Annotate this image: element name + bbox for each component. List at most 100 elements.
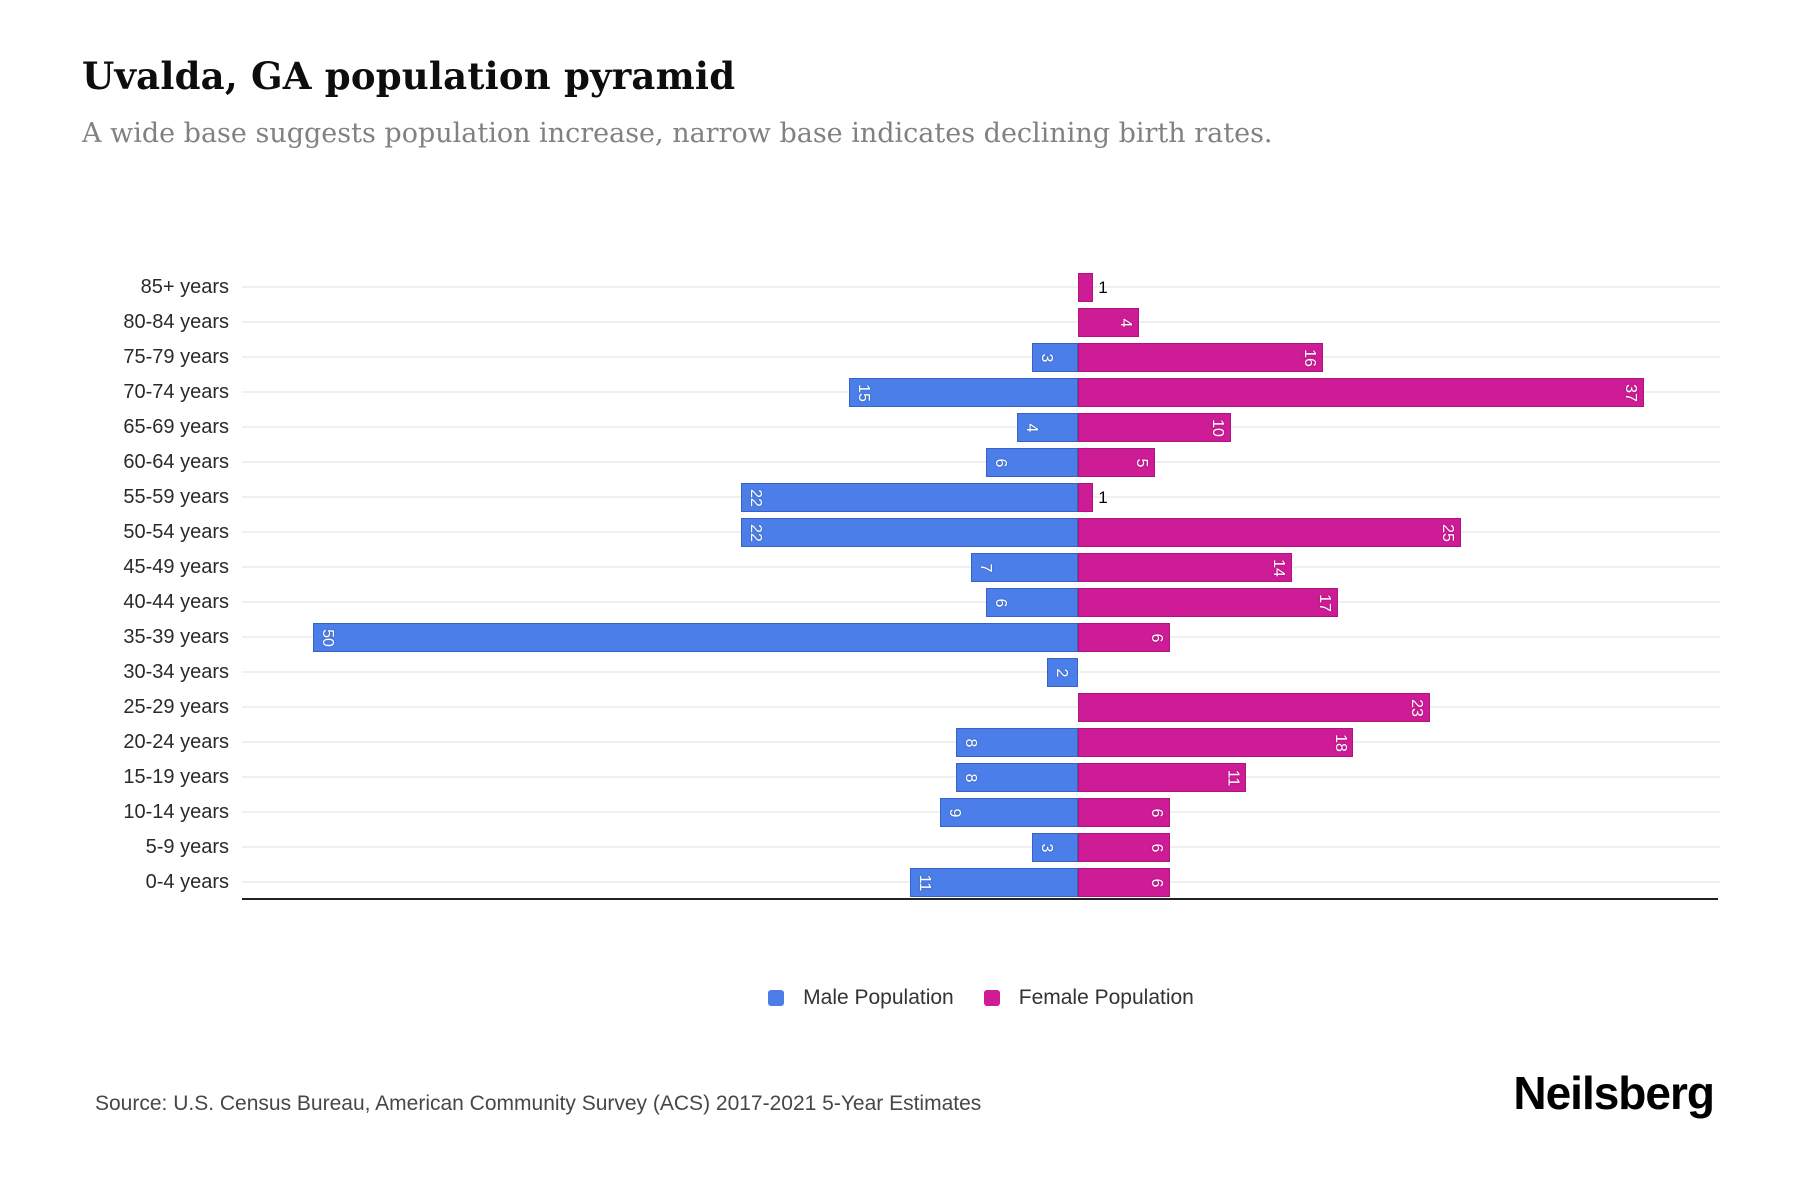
row-plot-cell: 3 16	[242, 340, 1720, 375]
bar-value-label: 6	[1147, 843, 1165, 852]
female-bar-15-19-years: 11	[1078, 763, 1247, 792]
age-group-label: 45-49 years	[123, 556, 229, 578]
neilsberg-logo: Neilsberg	[1513, 1067, 1715, 1119]
bar-value-label: 8	[961, 773, 979, 782]
bar-value-label: 16	[1300, 348, 1318, 367]
age-group-label: 35-39 years	[123, 626, 229, 648]
legend-male-label: Male Population	[803, 986, 954, 1009]
bar-value-label: 9	[946, 808, 964, 817]
bar-value-label: 3	[1038, 353, 1056, 362]
female-bar-25-29-years: 23	[1078, 693, 1430, 722]
legend-item-male: Male Population	[768, 986, 954, 1010]
bar-value-label: 1	[1098, 487, 1108, 507]
age-group-label: 50-54 years	[123, 521, 229, 543]
row-plot-cell: 8 11	[242, 760, 1720, 795]
pyramid-row: 0-4 years 11 6	[0, 865, 1720, 900]
age-group-label: 15-19 years	[123, 766, 229, 788]
female-bar-45-49-years: 14	[1078, 553, 1293, 582]
bar-value-label: 1	[1098, 277, 1108, 297]
pyramid-row: 85+ years 1	[0, 270, 1720, 305]
row-plot-cell: 1	[242, 270, 1720, 305]
bar-value-label: 4	[1022, 423, 1040, 432]
row-plot-cell: 7 14	[242, 550, 1720, 585]
chart-subtitle: A wide base suggests population increase…	[82, 118, 1273, 149]
pyramid-row: 5-9 years 3 6	[0, 830, 1720, 865]
pyramid-row: 30-34 years 2	[0, 655, 1720, 690]
pyramid-row: 15-19 years 8 11	[0, 760, 1720, 795]
age-group-label: 20-24 years	[123, 731, 229, 753]
gridline	[242, 671, 1720, 673]
bar-value-label: 6	[1147, 633, 1165, 642]
pyramid-row: 75-79 years 3 16	[0, 340, 1720, 375]
female-bar-85+-years: 1	[1078, 273, 1108, 302]
bar-value-label: 2	[1053, 668, 1071, 677]
bar-value-label: 11	[915, 874, 933, 891]
male-bar-55-59-years: 22	[741, 483, 1078, 512]
pyramid-row: 35-39 years 50 6	[0, 620, 1720, 655]
pyramid-row: 70-74 years 15 37	[0, 375, 1720, 410]
female-bar-70-74-years: 37	[1078, 378, 1645, 407]
male-bar-50-54-years: 22	[741, 518, 1078, 547]
age-group-label: 40-44 years	[123, 591, 229, 613]
bar-value-label: 17	[1316, 593, 1334, 612]
bar-value-label: 14	[1270, 558, 1288, 577]
pyramid-row: 10-14 years 9 6	[0, 795, 1720, 830]
bar-value-label: 37	[1622, 383, 1640, 402]
male-bar-70-74-years: 15	[848, 378, 1078, 407]
female-bar-35-39-years: 6	[1078, 623, 1170, 652]
female-bar-40-44-years: 17	[1078, 588, 1339, 617]
bar-value-label: 23	[1407, 698, 1425, 717]
male-bar-75-79-years: 3	[1032, 343, 1078, 372]
bar-value-label: 5	[1132, 458, 1150, 467]
bar-value-label: 11	[1224, 769, 1242, 786]
row-plot-cell: 8 18	[242, 725, 1720, 760]
chart-title: Uvalda, GA population pyramid	[82, 54, 736, 98]
gridline	[242, 846, 1720, 848]
female-bar-55-59-years: 1	[1078, 483, 1108, 512]
row-plot-cell: 11 6	[242, 865, 1720, 900]
female-bar-0-4-years: 6	[1078, 868, 1170, 897]
gridline	[242, 321, 1720, 323]
legend-item-female: Female Population	[983, 986, 1194, 1010]
pyramid-row: 45-49 years 7 14	[0, 550, 1720, 585]
row-plot-cell: 15 37	[242, 375, 1720, 410]
female-bar-10-14-years: 6	[1078, 798, 1170, 827]
age-group-label: 0-4 years	[145, 871, 229, 893]
pyramid-row: 40-44 years 6 17	[0, 585, 1720, 620]
bar-value-label: 18	[1331, 733, 1349, 752]
female-bar-65-69-years: 10	[1078, 413, 1231, 442]
pyramid-plot-area: 85+ years 1 80-84 years 4 75-79 years 3 16 70-7…	[0, 270, 1720, 900]
bar-value-label: 50	[319, 628, 336, 647]
age-group-label: 55-59 years	[123, 486, 229, 508]
legend-female-label: Female Population	[1018, 986, 1194, 1009]
source-attribution: Source: U.S. Census Bureau, American Com…	[95, 1092, 982, 1115]
bar-value-label: 8	[961, 738, 979, 747]
bar-value-label: 15	[854, 383, 872, 402]
bar-value-label: 10	[1209, 418, 1226, 437]
bar-value-label: 3	[1038, 843, 1056, 852]
pyramid-row: 80-84 years 4	[0, 305, 1720, 340]
pyramid-row: 65-69 years 4 10	[0, 410, 1720, 445]
bar-value-label: 4	[1117, 318, 1135, 327]
male-bar-60-64-years: 6	[986, 448, 1078, 477]
bar-value-label: 6	[992, 598, 1010, 607]
bar-value-label: 6	[1147, 808, 1165, 817]
male-bar-65-69-years: 4	[1016, 413, 1078, 442]
row-plot-cell: 4 10	[242, 410, 1720, 445]
gridline	[242, 426, 1720, 428]
male-bar-45-49-years: 7	[970, 553, 1078, 582]
bar-value-label: 22	[747, 523, 765, 542]
pyramid-row: 55-59 years 22 1	[0, 480, 1720, 515]
age-group-label: 65-69 years	[123, 416, 229, 438]
row-plot-cell: 22 25	[242, 515, 1720, 550]
age-group-label: 80-84 years	[123, 311, 229, 333]
pyramid-row: 60-64 years 6 5	[0, 445, 1720, 480]
pyramid-row: 25-29 years 23	[0, 690, 1720, 725]
age-group-label: 10-14 years	[123, 801, 229, 823]
row-plot-cell: 50 6	[242, 620, 1720, 655]
age-group-label: 85+ years	[140, 276, 229, 298]
bar-value-label: 25	[1438, 523, 1456, 542]
age-group-label: 5-9 years	[145, 836, 229, 858]
